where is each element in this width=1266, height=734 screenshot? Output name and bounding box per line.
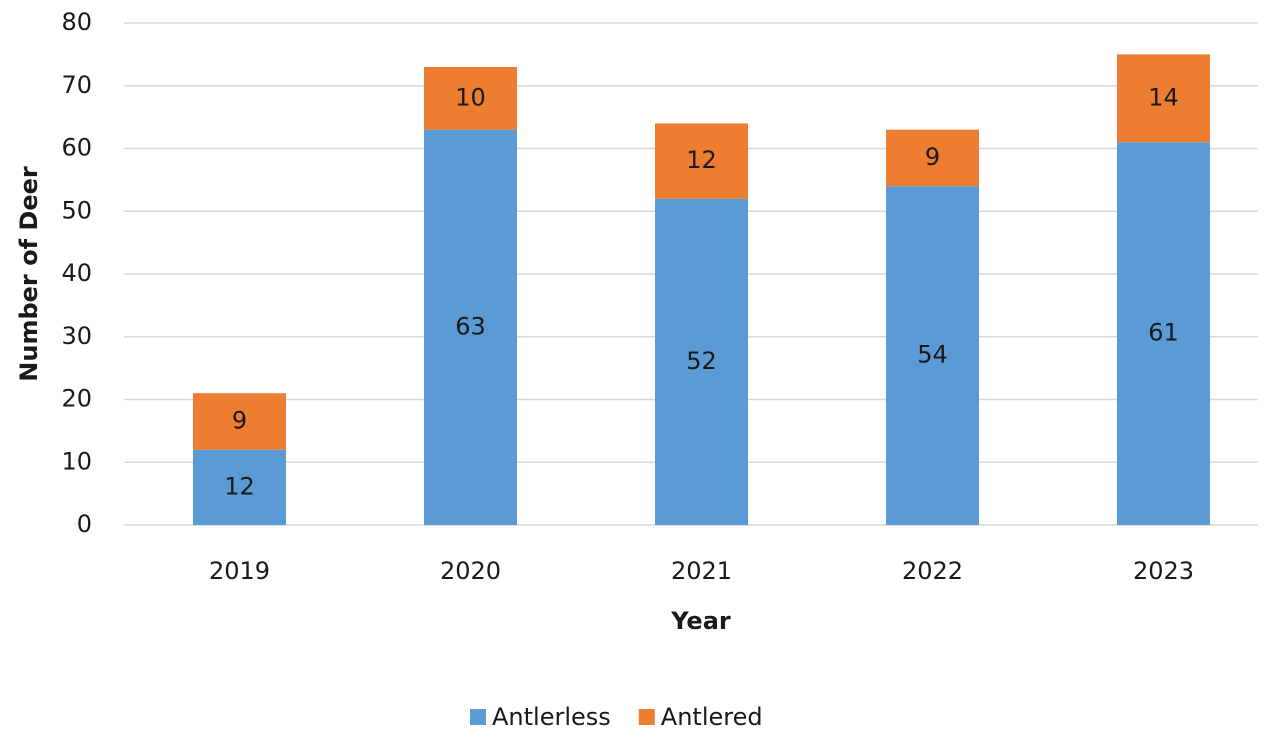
data-label: 54 (917, 341, 948, 369)
legend-swatch (638, 709, 655, 725)
data-label: 12 (686, 146, 717, 174)
data-label: 52 (686, 347, 717, 375)
x-axis-label: Year (670, 607, 731, 635)
data-label: 10 (455, 83, 486, 111)
y-tick-label: 60 (61, 134, 92, 162)
legend-label: Antlered (661, 703, 763, 731)
x-tick-label: 2019 (209, 557, 270, 585)
bar-segment (655, 198, 748, 525)
bar-segment (1117, 54, 1210, 143)
y-tick-label: 50 (61, 196, 92, 224)
x-tick-label: 2020 (440, 557, 501, 585)
y-tick-label: 70 (61, 71, 92, 99)
legend-swatch (470, 709, 486, 725)
y-tick-label: 0 (77, 510, 92, 538)
bar-segment (193, 393, 286, 450)
bar-segment (1117, 142, 1210, 525)
data-label: 63 (455, 312, 486, 340)
bar-segment (886, 186, 979, 525)
x-tick-label: 2022 (902, 557, 963, 585)
y-tick-label: 20 (61, 385, 92, 413)
data-label: 12 (224, 472, 255, 500)
x-tick-label: 2021 (671, 557, 732, 585)
data-label: 9 (925, 143, 940, 171)
y-tick-label: 80 (61, 8, 92, 36)
y-tick-label: 40 (61, 259, 92, 287)
bar-segment (886, 129, 979, 187)
y-tick-label: 10 (61, 447, 92, 475)
bar-segment (424, 66, 517, 130)
bar-segment (655, 123, 748, 199)
data-label: 14 (1148, 83, 1179, 111)
y-axis-label: Number of Deer (15, 166, 43, 382)
bar-segment (424, 129, 517, 526)
x-tick-label: 2023 (1133, 557, 1194, 585)
data-label: 9 (232, 406, 247, 434)
data-label: 61 (1148, 319, 1179, 347)
legend-label: Antlerless (492, 703, 611, 731)
bar-segment (193, 449, 286, 525)
y-tick-label: 30 (61, 322, 92, 350)
